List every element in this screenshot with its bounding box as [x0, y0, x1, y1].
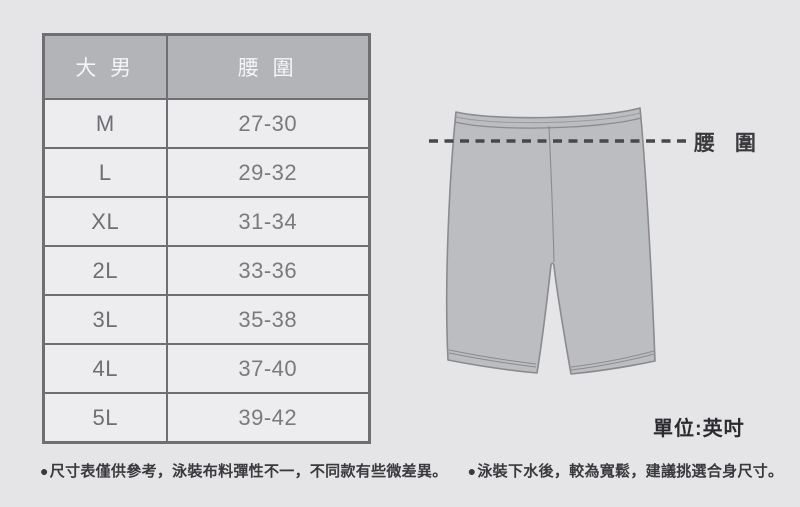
- waistband-line-lower: [454, 117, 642, 129]
- waist-range-cell: 35-38: [165, 294, 371, 345]
- waist-measure-label: 腰 圍: [694, 132, 763, 155]
- table-row: L 29-32: [42, 147, 371, 198]
- hem-stitch-right: [570, 350, 655, 371]
- bullet-icon: ●: [40, 463, 49, 479]
- table-header-row: 大 男 腰 圍: [42, 33, 371, 100]
- footer-note-2: ●泳裝下水後，較為寬鬆，建議挑選合身尺寸。: [468, 460, 784, 481]
- size-label-cell: 5L: [42, 392, 168, 444]
- waist-range-cell: 27-30: [165, 98, 371, 149]
- waist-range-cell: 31-34: [165, 196, 371, 247]
- center-seam-line: [548, 125, 555, 263]
- footer-note-2-text: 泳裝下水後，較為寬鬆，建議挑選合身尺寸。: [477, 463, 784, 480]
- footer-note-1-text: 尺寸表僅供參考，泳裝布料彈性不一，不同款有些微差異。: [49, 463, 448, 480]
- waist-range-cell: 29-32: [165, 147, 371, 198]
- waist-range-cell: 39-42: [165, 392, 371, 444]
- size-label-cell: 4L: [42, 343, 168, 394]
- col-header-waist: 腰 圍: [165, 33, 371, 100]
- size-table-body: M 27-30 L 29-32 XL 31-34 2L 33-36 3L 35-38 4L 37-40…: [42, 98, 371, 444]
- table-row: 2L 33-36: [42, 245, 371, 296]
- size-table: 大 男 腰 圍 M 27-30 L 29-32 XL 31-34 2L 33-36 3L 35-3…: [42, 33, 371, 444]
- size-label-cell: 2L: [42, 245, 168, 296]
- bullet-icon: ●: [467, 463, 477, 479]
- size-label-cell: M: [42, 98, 168, 149]
- hem-stitch-left: [448, 349, 537, 368]
- size-label-cell: XL: [42, 196, 168, 247]
- size-label-cell: 3L: [42, 294, 168, 345]
- unit-label: 單位:英吋: [653, 418, 745, 440]
- table-row: 5L 39-42: [42, 392, 371, 444]
- waist-range-cell: 33-36: [165, 245, 371, 296]
- table-row: 4L 37-40: [42, 343, 371, 394]
- waistband-line-upper: [455, 112, 641, 124]
- shorts-illustration: [429, 107, 686, 375]
- table-row: M 27-30: [42, 98, 371, 149]
- size-label-cell: L: [42, 147, 168, 198]
- waist-range-cell: 37-40: [165, 343, 371, 394]
- table-row: XL 31-34: [42, 196, 371, 247]
- shorts-body: [445, 107, 656, 375]
- footer-note-1: ●尺寸表僅供參考，泳裝布料彈性不一，不同款有些微差異。: [40, 460, 448, 481]
- col-header-size: 大 男: [42, 33, 168, 100]
- table-row: 3L 35-38: [42, 294, 371, 345]
- footer-notes: ●尺寸表僅供參考，泳裝布料彈性不一，不同款有些微差異。 ●泳裝下水後，較為寬鬆，…: [40, 460, 795, 481]
